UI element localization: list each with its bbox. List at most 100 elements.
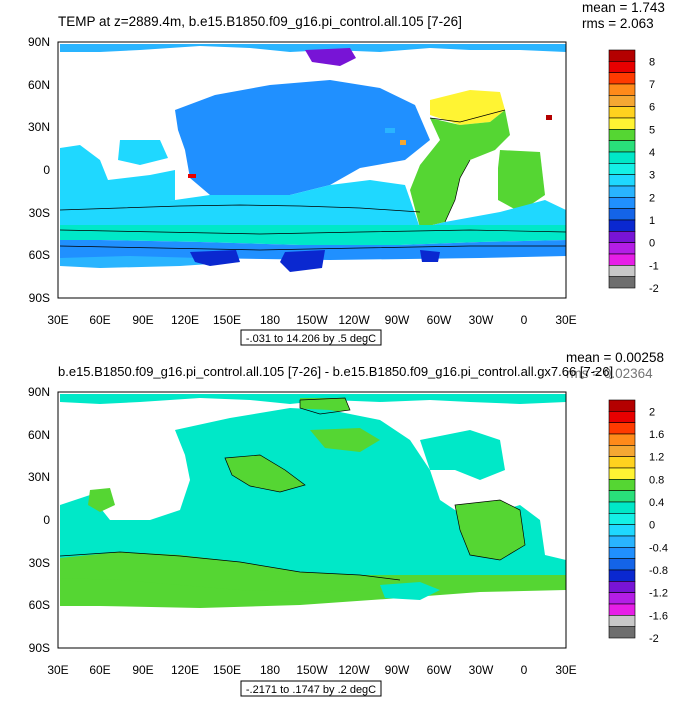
colorbar-swatch bbox=[608, 513, 636, 525]
colorbar-swatch bbox=[608, 445, 636, 457]
colorbar-swatch bbox=[608, 581, 636, 593]
colorbar-swatch bbox=[608, 422, 636, 435]
lon-label: 180 bbox=[260, 663, 280, 677]
colorbar-swatch bbox=[608, 535, 636, 548]
colorbar-label: -1 bbox=[649, 260, 659, 272]
colorbar-swatch bbox=[608, 615, 636, 627]
panel-1-title: TEMP at z=2889.4m, b.e15.B1850.f09_g16.p… bbox=[58, 14, 462, 29]
colorbar-swatch bbox=[608, 626, 636, 639]
lat-label: 90N bbox=[28, 35, 50, 49]
lon-label: 0 bbox=[521, 663, 528, 677]
panel-2-title: b.e15.B1850.f09_g16.pi_control.all.105 [… bbox=[58, 364, 613, 379]
colorbar-label: 1.6 bbox=[649, 429, 664, 441]
colorbar-swatch bbox=[608, 547, 636, 559]
colorbar-swatch bbox=[608, 95, 636, 107]
colorbar-label: 1 bbox=[649, 215, 655, 227]
lat-label: 30S bbox=[29, 556, 50, 570]
panel-2-map bbox=[57, 391, 567, 649]
lon-label: 180 bbox=[260, 313, 280, 327]
lat-label: 30N bbox=[28, 470, 50, 484]
lat-label: 60S bbox=[29, 598, 50, 612]
colorbar-swatch bbox=[608, 265, 636, 277]
colorbar-label: 0 bbox=[649, 238, 655, 250]
lat-label: 60N bbox=[28, 428, 50, 442]
panel-1-map bbox=[57, 41, 567, 299]
panel-2: b.e15.B1850.f09_g16.pi_control.all.105 [… bbox=[28, 350, 668, 697]
colorbar-label: 6 bbox=[649, 102, 655, 114]
panel-1-mean: mean = 1.743 bbox=[582, 0, 665, 15]
colorbar-label: 2 bbox=[649, 192, 655, 204]
lon-label: 90E bbox=[132, 663, 153, 677]
lon-label: 120W bbox=[338, 313, 370, 327]
colorbar-label: 3 bbox=[649, 170, 655, 182]
lon-label: 60W bbox=[427, 663, 452, 677]
panel-2-mean: mean = 0.00258 bbox=[566, 350, 664, 365]
panel-2-info-box bbox=[240, 680, 382, 697]
colorbar-label: -1.6 bbox=[649, 610, 668, 622]
colorbar-swatch bbox=[608, 479, 636, 491]
colorbar-swatch bbox=[608, 140, 636, 153]
lon-label: 120W bbox=[338, 663, 370, 677]
lon-label: 30E bbox=[555, 663, 576, 677]
colorbar-swatch bbox=[608, 501, 636, 514]
colorbar-label: -0.8 bbox=[649, 565, 668, 577]
colorbar-swatch bbox=[608, 129, 636, 141]
colorbar-swatch bbox=[608, 197, 636, 209]
colorbar-label: -1.2 bbox=[649, 588, 668, 600]
panel-2-lon-axis: 30E 60E 90E 120E 150E 180 150W 120W 90W … bbox=[47, 663, 576, 677]
colorbar-swatch bbox=[608, 242, 636, 255]
lon-label: 30W bbox=[469, 313, 494, 327]
colorbar-label: 0.8 bbox=[649, 474, 664, 486]
lon-label: 60E bbox=[89, 313, 110, 327]
panel-1-contour-info: -.031 to 14.206 by .5 degC bbox=[246, 333, 376, 345]
colorbar-swatch bbox=[608, 208, 636, 221]
colorbar-swatch bbox=[608, 399, 636, 412]
panel-1-rms: rms = 2.063 bbox=[582, 16, 654, 31]
lat-label: 60N bbox=[28, 78, 50, 92]
colorbar-label: 7 bbox=[649, 79, 655, 91]
colorbar-swatch bbox=[608, 231, 636, 243]
colorbar-swatch bbox=[608, 433, 636, 446]
colorbar-swatch bbox=[608, 83, 636, 96]
colorbar-label: 0.4 bbox=[649, 497, 664, 509]
colorbar-swatch bbox=[608, 117, 636, 130]
panel-1: TEMP at z=2889.4m, b.e15.B1850.f09_g16.p… bbox=[28, 0, 665, 346]
panel-1-lon-axis: 30E 60E 90E 120E 150E 180 150W 120W 90W … bbox=[47, 313, 576, 327]
colorbar-swatch bbox=[608, 49, 636, 62]
colorbar-label: -0.4 bbox=[649, 542, 668, 554]
colorbar-swatch bbox=[608, 276, 636, 289]
colorbar-label: -2 bbox=[649, 633, 659, 645]
lon-label: 60E bbox=[89, 663, 110, 677]
colorbar-swatch bbox=[608, 219, 636, 232]
lon-label: 150E bbox=[213, 663, 241, 677]
lon-label: 30E bbox=[555, 313, 576, 327]
lon-label: 90W bbox=[385, 313, 410, 327]
colorbar-swatch bbox=[608, 603, 636, 616]
colorbar-label: 4 bbox=[649, 147, 655, 159]
lon-label: 150W bbox=[296, 663, 328, 677]
lon-label: 120E bbox=[171, 313, 199, 327]
colorbar-swatch bbox=[608, 467, 636, 480]
colorbar-label: 8 bbox=[649, 56, 655, 68]
colorbar-label: 2 bbox=[649, 406, 655, 418]
lat-label: 0 bbox=[43, 163, 50, 177]
lat-label: 30S bbox=[29, 206, 50, 220]
panel-2-rms: rms = 0.02364 bbox=[566, 366, 653, 381]
colorbar-swatch bbox=[608, 490, 636, 503]
colorbar-swatch bbox=[608, 456, 636, 469]
colorbar-swatch bbox=[608, 106, 636, 119]
lon-label: 60W bbox=[427, 313, 452, 327]
lon-label: 90E bbox=[132, 313, 153, 327]
lat-label: 0 bbox=[43, 513, 50, 527]
colorbar-swatch bbox=[608, 174, 636, 187]
colorbar-swatch bbox=[608, 253, 636, 266]
panel-1-lat-axis: 90N 60N 30N 0 30S 60S 90S bbox=[28, 35, 50, 305]
lat-label: 30N bbox=[28, 120, 50, 134]
colorbar-label: 5 bbox=[649, 124, 655, 136]
colorbar-swatch bbox=[608, 569, 636, 582]
lat-label: 90S bbox=[29, 641, 50, 655]
lat-label: 60S bbox=[29, 248, 50, 262]
lon-label: 30E bbox=[47, 313, 68, 327]
lon-label: 120E bbox=[171, 663, 199, 677]
